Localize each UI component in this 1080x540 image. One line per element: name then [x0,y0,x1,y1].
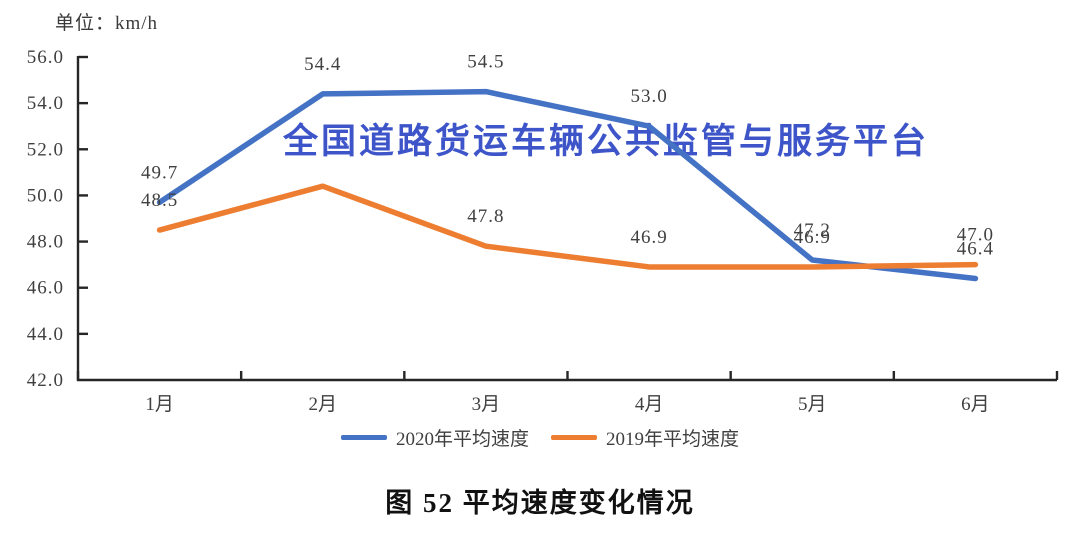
series-line-2019年平均速度 [156,183,979,270]
series-line-2020年平均速度 [156,88,979,282]
legend-line-2019-icon [551,435,597,440]
figure-caption: 图 52 平均速度变化情况 [385,488,695,518]
data-labels: 49.7 54.4 54.5 53.0 47.2 46.4 48.5 47.8 46.9 46.9… [141,52,994,260]
svg-text:50.0: 50.0 [27,185,64,206]
svg-text:54.0: 54.0 [27,93,64,114]
series-lines [156,88,979,282]
svg-text:56.0: 56.0 [27,47,64,68]
svg-text:48.0: 48.0 [27,232,64,253]
unit-label: 单位：km/h [55,13,159,34]
svg-text:48.5: 48.5 [141,190,178,211]
chart-legend: 2020年平均速度 2019年平均速度 [0,424,1080,451]
svg-text:52.0: 52.0 [27,139,64,160]
watermark-text: 全国道路货运车辆公共监管与服务平台 [283,122,930,161]
svg-text:5月: 5月 [798,394,827,415]
svg-text:46.9: 46.9 [794,227,831,248]
axes [76,55,1059,382]
svg-text:54.4: 54.4 [304,54,341,75]
svg-text:49.7: 49.7 [141,162,178,183]
svg-text:54.5: 54.5 [467,52,504,73]
svg-text:47.0: 47.0 [957,225,994,246]
svg-text:1月: 1月 [145,394,174,415]
svg-text:2月: 2月 [308,394,337,415]
y-axis-labels: 56.0 54.0 52.0 50.0 48.0 46.0 44.0 42.0 [27,47,64,391]
svg-text:46.9: 46.9 [630,227,667,248]
legend-line-2020-icon [340,435,387,440]
svg-text:53.0: 53.0 [630,86,667,107]
line-chart: 56.0 54.0 52.0 50.0 48.0 46.0 44.0 42.0 1月 2月 3月 4月… [27,47,1059,415]
svg-text:3月: 3月 [472,394,501,415]
svg-text:4月: 4月 [635,394,664,415]
svg-text:46.4: 46.4 [957,238,994,259]
x-axis-labels: 1月 2月 3月 4月 5月 6月 [145,394,989,415]
legend-item-2019: 2019年平均速度 [551,424,739,451]
legend-label-2019: 2019年平均速度 [606,429,740,450]
svg-text:46.0: 46.0 [27,278,64,299]
svg-text:42.0: 42.0 [27,370,64,391]
svg-text:47.2: 47.2 [794,220,831,241]
svg-text:44.0: 44.0 [27,324,64,345]
svg-text:47.8: 47.8 [467,206,504,227]
legend-item-2020: 2020年平均速度 [340,424,529,451]
legend-label-2020: 2020年平均速度 [395,429,529,450]
svg-text:6月: 6月 [961,394,990,415]
